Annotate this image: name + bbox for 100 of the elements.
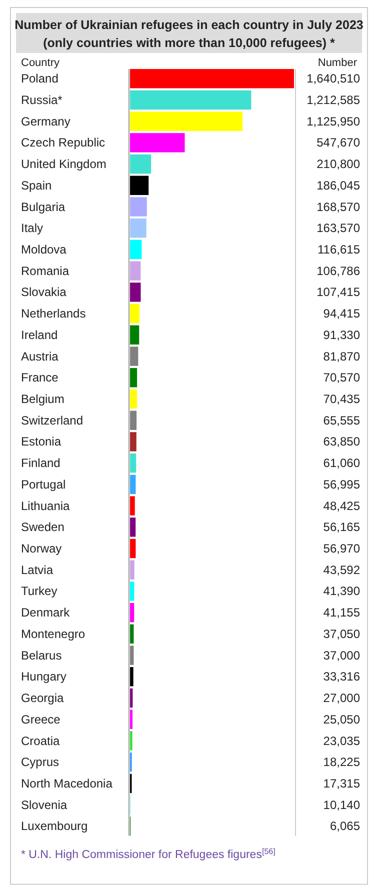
y-tick-label: Moldova [21, 242, 67, 256]
y-tick-label: Czech Republic [21, 136, 106, 150]
y-tick-label: Bulgaria [21, 200, 66, 214]
y-tick-label: Sweden [21, 520, 64, 534]
data-label: 56,995 [323, 477, 360, 492]
data-label: 70,435 [323, 392, 360, 406]
bar [130, 667, 134, 686]
y-tick-label: Slovakia [21, 285, 67, 300]
y-tick-label: Italy [21, 221, 44, 236]
y-tick-label: Austria [21, 349, 59, 364]
chart-title: Number of Ukrainian refugees in each country in July 2023 [14, 18, 364, 32]
y-tick-label: Norway [21, 542, 62, 556]
data-label: 107,415 [316, 285, 360, 300]
y-tick-label: North Macedonia [21, 776, 113, 790]
y-tick-label: Georgia [21, 691, 64, 706]
bar [130, 710, 133, 730]
y-tick-label: Lithuania [21, 498, 70, 513]
y-tick-label: Belgium [21, 392, 64, 406]
y-tick-label: Montenegro [21, 626, 86, 641]
data-label: 65,555 [323, 413, 360, 428]
y-tick-label: Finland [21, 456, 60, 470]
y-tick-label: Russia* [21, 92, 63, 107]
bar [130, 90, 252, 110]
data-label: 41,155 [323, 606, 360, 620]
bar [130, 69, 294, 88]
y-tick-label: Romania [21, 264, 70, 278]
data-label: 43,592 [323, 562, 360, 577]
data-label: 1,125,950 [306, 114, 360, 128]
bar [130, 646, 134, 665]
data-label: 27,000 [323, 691, 360, 706]
y-tick-label: Croatia [21, 734, 60, 748]
x-axis-title: Number [318, 57, 358, 69]
bar [130, 176, 149, 196]
data-label: 210,800 [316, 157, 360, 172]
bar [130, 368, 138, 388]
bar [130, 496, 135, 516]
bar [130, 346, 138, 366]
y-tick-label: Belarus [21, 648, 62, 662]
bar [130, 624, 134, 644]
bar [130, 453, 136, 473]
data-label: 37,000 [323, 648, 360, 662]
bar [130, 261, 141, 280]
data-label: 81,870 [323, 349, 360, 364]
y-tick-label: Netherlands [21, 306, 86, 321]
bar [130, 432, 136, 452]
data-label: 41,390 [323, 584, 360, 598]
bar [130, 474, 136, 494]
y-tick-label: Cyprus [21, 755, 60, 770]
y-tick-label: Turkey [21, 584, 58, 598]
y-tick-label: United Kingdom [21, 157, 106, 172]
data-label: 10,140 [323, 798, 360, 812]
data-label: 1,212,585 [306, 92, 360, 107]
y-tick-label: Slovenia [21, 798, 68, 812]
y-tick-label: Portugal [21, 477, 66, 492]
bar [130, 582, 134, 601]
data-label: 56,165 [323, 520, 360, 534]
data-label: 63,850 [323, 434, 360, 449]
data-label: 168,570 [316, 200, 360, 214]
chart-subtitle: (only countries with more than 10,000 refugees) * [43, 36, 335, 50]
data-label: 186,045 [316, 178, 360, 192]
data-label: 106,786 [316, 264, 360, 278]
data-label: 33,316 [323, 670, 360, 684]
bar [130, 325, 140, 345]
data-label: 25,050 [323, 712, 360, 726]
data-label: 116,615 [318, 242, 360, 256]
y-tick-label: Luxembourg [21, 819, 88, 834]
data-label: 547,670 [316, 136, 360, 150]
y-tick-label: Greece [21, 712, 61, 726]
bar [130, 688, 133, 708]
bar [130, 282, 141, 302]
y-tick-label: Switzerland [21, 413, 84, 428]
y-tick-label: Latvia [21, 562, 54, 577]
text: * U.N. High Commissioner for Refugees figures$^{[56]}$ [21, 846, 276, 861]
bar [130, 240, 142, 260]
data-label: 94,415 [323, 306, 360, 321]
y-tick-label: Hungary [21, 670, 66, 684]
bar [130, 538, 136, 558]
data-label: 56,970 [323, 542, 360, 556]
y-tick-label: France [21, 370, 59, 385]
data-label: 91,330 [323, 328, 360, 342]
data-label: 163,570 [316, 221, 360, 236]
y-axis-title: Country [21, 57, 60, 69]
bar [130, 602, 134, 622]
bar [130, 389, 138, 409]
data-label: 23,035 [323, 734, 360, 748]
data-label: 61,060 [323, 456, 360, 470]
y-tick-label: Poland [21, 72, 58, 86]
bar [130, 133, 185, 152]
bar [130, 218, 146, 238]
bar [130, 410, 137, 430]
bar [130, 304, 140, 324]
y-tick-label: Denmark [21, 606, 71, 620]
data-label: 48,425 [323, 498, 360, 513]
bar [130, 197, 147, 216]
y-tick-label: Spain [21, 178, 52, 192]
y-tick-label: Germany [21, 114, 70, 128]
data-label: 17,315 [323, 776, 360, 790]
bar [130, 518, 136, 537]
y-tick-label: Ireland [21, 328, 58, 342]
data-label: 18,225 [323, 755, 360, 770]
